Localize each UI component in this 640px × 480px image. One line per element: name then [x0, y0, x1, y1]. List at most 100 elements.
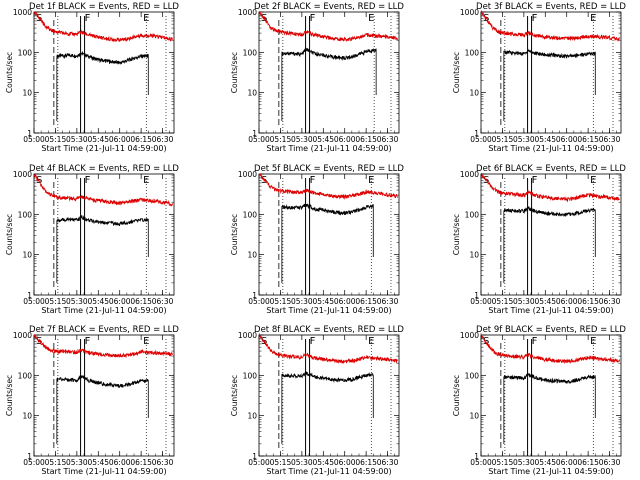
lld-series-line [480, 333, 620, 365]
marker-label-e: E [590, 175, 596, 186]
y-tick-label: 10 [22, 251, 32, 260]
plot-frame [480, 173, 622, 296]
x-tick-label: 05:45 [87, 297, 109, 306]
y-axis-label: Counts/sec [452, 214, 461, 255]
events-series-line [56, 214, 149, 283]
y-tick-label: 1000 [460, 170, 479, 179]
events-series-line [281, 203, 374, 283]
x-axis-label: Start Time (21-Jul-11 04:59:00) [488, 306, 613, 315]
marker-label-e: E [590, 13, 596, 24]
y-tick-label: 1 [474, 129, 479, 138]
y-axis-label: Counts/sec [452, 52, 461, 93]
x-tick-label: 06:30 [377, 458, 399, 467]
lld-series-line [258, 11, 398, 43]
y-tick-label: 10 [469, 251, 479, 260]
events-series-line [56, 374, 149, 444]
x-tick-label: 05:00 [23, 458, 45, 467]
x-tick-label: 05:15 [270, 458, 292, 467]
x-tick-label: 05:00 [248, 135, 270, 144]
x-tick-label: 06:15 [130, 135, 152, 144]
panel-title: Det 2f BLACK = Events, RED = LLD [254, 2, 404, 12]
y-tick-label: 1 [27, 452, 32, 461]
y-tick-label: 1 [252, 452, 257, 461]
plot-frame [33, 11, 175, 134]
marker-label-f: F [310, 13, 316, 24]
x-tick-label: 05:30 [291, 135, 313, 144]
x-tick-label: 06:30 [377, 297, 399, 306]
y-tick-label: 10 [469, 89, 479, 98]
marker-label-f: F [85, 13, 91, 24]
marker-label-e: E [143, 175, 149, 186]
y-tick-label: 10 [247, 251, 257, 260]
lld-series-line [33, 334, 173, 359]
y-tick-label: 1000 [13, 331, 32, 340]
plot-frame [258, 11, 400, 134]
chart-panel-1: Det 1f BLACK = Events, RED = LLD 1 10 100 10… [5, 2, 179, 153]
marker-label-e: E [368, 13, 374, 24]
marker-label-f: F [532, 175, 538, 186]
marker-label-f: F [532, 336, 538, 347]
x-tick-label: 06:00 [556, 458, 578, 467]
y-tick-label: 1000 [238, 8, 257, 17]
y-axis-label: Counts/sec [5, 375, 14, 416]
panel-title: Det 9f BLACK = Events, RED = LLD [476, 325, 626, 335]
x-tick-label: 05:00 [248, 297, 270, 306]
y-axis-label: Counts/sec [452, 375, 461, 416]
y-axis-label: Counts/sec [5, 52, 14, 93]
x-tick-label: 06:00 [334, 297, 356, 306]
x-tick-label: 06:30 [152, 297, 174, 306]
y-tick-label: 1 [252, 129, 257, 138]
x-tick-label: 05:45 [312, 135, 334, 144]
y-tick-label: 100 [18, 48, 33, 57]
y-tick-label: 100 [465, 210, 480, 219]
x-axis-label: Start Time (21-Jul-11 04:59:00) [488, 144, 613, 153]
lld-series-line [33, 173, 173, 207]
plot-frame [480, 11, 622, 134]
lld-series-line [480, 10, 620, 42]
x-tick-label: 05:15 [492, 135, 514, 144]
x-tick-label: 05:45 [87, 458, 109, 467]
lld-series-line [33, 11, 173, 43]
y-tick-label: 100 [465, 371, 480, 380]
y-tick-label: 10 [22, 89, 32, 98]
y-tick-label: 100 [18, 371, 33, 380]
x-tick-label: 05:30 [66, 458, 88, 467]
y-tick-label: 10 [247, 89, 257, 98]
panel-title: Det 4f BLACK = Events, RED = LLD [29, 164, 179, 174]
y-tick-label: 1 [27, 291, 32, 300]
y-tick-label: 100 [465, 48, 480, 57]
x-tick-label: 06:15 [355, 297, 377, 306]
y-tick-label: 1 [474, 291, 479, 300]
plot-frame [33, 173, 175, 296]
x-tick-label: 06:30 [152, 135, 174, 144]
x-tick-label: 06:30 [152, 458, 174, 467]
events-series-line [503, 48, 596, 121]
plot-frame [258, 334, 400, 457]
x-tick-label: 05:00 [470, 458, 492, 467]
y-tick-label: 100 [243, 371, 258, 380]
chart-panel-4: Det 4f BLACK = Events, RED = LLD 1 10 100 10… [5, 164, 179, 315]
x-tick-label: 05:45 [534, 297, 556, 306]
panel-title: Det 6f BLACK = Events, RED = LLD [476, 164, 626, 174]
x-tick-label: 06:00 [109, 135, 131, 144]
marker-label-f: F [310, 175, 316, 186]
x-tick-label: 05:15 [45, 135, 67, 144]
x-tick-label: 06:15 [577, 297, 599, 306]
x-tick-label: 05:00 [470, 297, 492, 306]
y-tick-label: 1 [252, 291, 257, 300]
x-tick-label: 05:00 [23, 297, 45, 306]
x-tick-label: 05:45 [534, 458, 556, 467]
marker-label-e: E [590, 336, 596, 347]
panel-title: Det 3f BLACK = Events, RED = LLD [476, 2, 626, 12]
y-tick-label: 100 [18, 210, 33, 219]
y-tick-label: 1000 [460, 8, 479, 17]
events-series-line [503, 372, 596, 444]
chart-panel-6: Det 6f BLACK = Events, RED = LLD 1 10 100 10… [452, 164, 626, 315]
marker-label-e: E [143, 336, 149, 347]
marker-label-f: F [85, 336, 91, 347]
x-tick-label: 05:30 [291, 458, 313, 467]
x-tick-label: 06:30 [599, 458, 621, 467]
y-tick-label: 1000 [13, 8, 32, 17]
x-tick-label: 05:45 [312, 458, 334, 467]
